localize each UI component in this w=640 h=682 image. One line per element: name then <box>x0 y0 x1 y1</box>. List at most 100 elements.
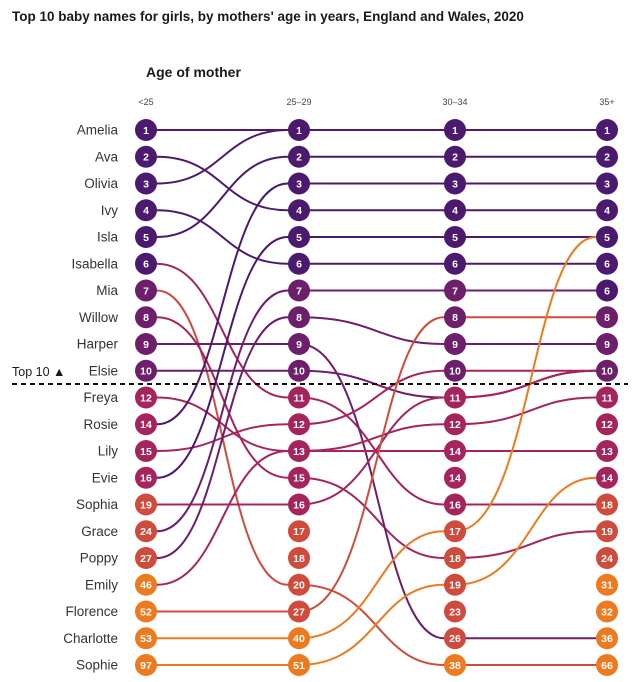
rank-node <box>596 226 618 248</box>
rank-node <box>288 547 310 569</box>
rank-label: 14 <box>140 419 152 431</box>
name-label: Evie <box>92 470 118 485</box>
rank-label: 27 <box>140 553 152 565</box>
rank-label: 16 <box>293 499 305 511</box>
name-label: Florence <box>65 604 118 619</box>
rank-label: 18 <box>449 553 461 565</box>
rank-node <box>596 654 618 676</box>
rank-label: 8 <box>452 312 458 324</box>
name-label: Lily <box>98 444 119 459</box>
name-label: Mia <box>96 283 118 298</box>
rank-label: 11 <box>449 392 460 404</box>
rank-node <box>288 172 310 195</box>
rank-node <box>135 119 157 141</box>
rank-node <box>444 466 466 489</box>
rank-node <box>596 493 618 516</box>
rank-label: 18 <box>601 499 613 511</box>
rank-label: 5 <box>143 232 149 244</box>
rank-label: 24 <box>601 553 613 565</box>
rank-label: 23 <box>449 606 461 618</box>
rank-label: 1 <box>143 125 149 137</box>
rank-label: 7 <box>143 285 149 297</box>
rank-label: 12 <box>140 392 152 404</box>
rank-label: 6 <box>143 259 149 271</box>
rank-label: 6 <box>296 259 302 271</box>
rank-node <box>135 440 157 462</box>
rank-node <box>444 600 466 623</box>
rank-label: 13 <box>601 446 613 458</box>
rank-node <box>596 252 618 275</box>
series-line-emily <box>145 396 608 586</box>
rank-label: 2 <box>296 152 302 164</box>
rank-node <box>444 627 466 650</box>
series-line-lily <box>145 369 608 452</box>
rank-node <box>135 413 157 436</box>
rank-node <box>596 145 618 168</box>
rank-label: 3 <box>143 178 149 190</box>
rank-node <box>596 359 618 382</box>
rank-node <box>444 547 466 569</box>
rank-label: 97 <box>140 660 152 672</box>
rank-label: 8 <box>604 312 610 324</box>
rank-label: 15 <box>293 473 305 485</box>
series-line-ivy <box>145 209 608 265</box>
rank-node <box>444 493 466 516</box>
series-line-rosie <box>145 182 608 426</box>
rank-label: 12 <box>601 419 613 431</box>
rank-label: 3 <box>452 178 458 190</box>
name-label: Grace <box>81 524 118 539</box>
rank-label: 10 <box>449 366 461 378</box>
rank-node <box>596 306 618 329</box>
rank-node <box>135 520 157 543</box>
name-label: Willow <box>79 310 118 325</box>
rank-label: 4 <box>452 205 458 217</box>
rank-label: 9 <box>604 339 610 351</box>
rank-label: 12 <box>293 419 305 431</box>
rank-node <box>135 386 157 409</box>
rank-label: 14 <box>449 446 461 458</box>
rank-label: 9 <box>452 339 458 351</box>
series-line-isla <box>145 155 608 238</box>
rank-node <box>444 252 466 275</box>
rank-node <box>444 172 466 195</box>
rank-label: 7 <box>452 285 458 297</box>
rank-node <box>444 654 466 676</box>
rank-node <box>135 279 157 302</box>
rank-label: 51 <box>293 660 305 672</box>
rank-label: 7 <box>296 285 302 297</box>
rank-label: 5 <box>604 232 610 244</box>
rank-label: 13 <box>293 446 305 458</box>
rank-node <box>288 493 310 516</box>
rank-node <box>444 279 466 302</box>
rank-label: 19 <box>140 499 152 511</box>
rank-node <box>596 386 618 409</box>
rank-node <box>135 226 157 248</box>
rank-node <box>596 600 618 623</box>
name-label: Isabella <box>71 256 118 271</box>
name-label: Amelia <box>77 123 119 138</box>
rank-node <box>135 547 157 569</box>
series-line-olivia <box>145 128 608 185</box>
rank-label: 10 <box>140 366 152 378</box>
rank-node <box>288 573 310 596</box>
name-label: Ivy <box>101 203 119 218</box>
rank-label: 4 <box>143 205 149 217</box>
rank-node <box>288 119 310 141</box>
rank-node <box>596 413 618 436</box>
rank-node <box>444 199 466 222</box>
rank-node <box>444 306 466 329</box>
rank-node <box>288 386 310 409</box>
rank-label: 5 <box>296 232 302 244</box>
rank-node <box>596 547 618 569</box>
rank-label: 4 <box>604 205 610 217</box>
series-line-charlotte <box>145 236 608 640</box>
rank-label: 19 <box>601 526 613 538</box>
rank-label: 9 <box>143 339 149 351</box>
rank-label: 2 <box>604 152 610 164</box>
rank-label: 10 <box>601 366 613 378</box>
top10-label: Top 10 ▲ <box>12 365 65 379</box>
rank-node <box>288 466 310 489</box>
rank-label: 1 <box>452 125 458 137</box>
rank-label: 19 <box>449 580 461 592</box>
rank-node <box>288 654 310 676</box>
